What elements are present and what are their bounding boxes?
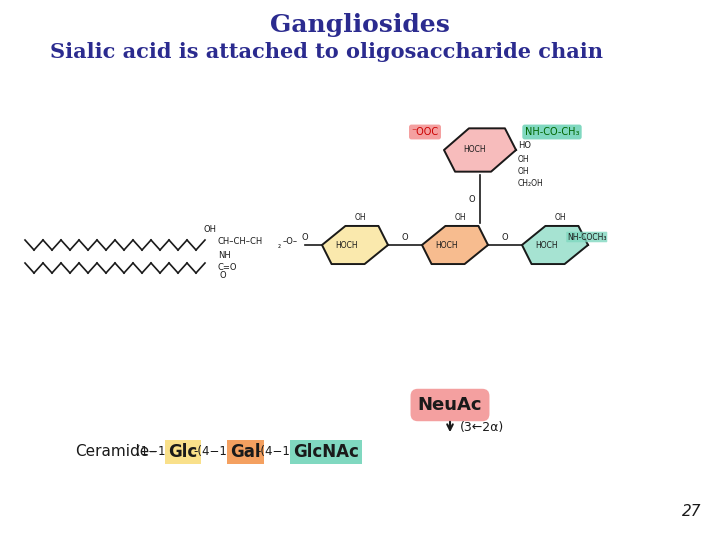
- Text: Gal: Gal: [230, 443, 261, 461]
- Text: Sialic acid is attached to oligosaccharide chain: Sialic acid is attached to oligosacchari…: [50, 42, 603, 62]
- Polygon shape: [522, 226, 588, 264]
- Text: OH: OH: [203, 226, 216, 234]
- Polygon shape: [422, 226, 488, 264]
- Text: O: O: [502, 233, 508, 242]
- Text: HOCH: HOCH: [436, 240, 459, 249]
- Text: O: O: [220, 271, 227, 280]
- Text: HOCH: HOCH: [536, 240, 558, 249]
- Text: OH: OH: [518, 156, 530, 165]
- Polygon shape: [322, 226, 388, 264]
- Text: Gangliosides: Gangliosides: [270, 13, 450, 37]
- Text: OH: OH: [354, 213, 366, 221]
- Text: CH–CH–CH: CH–CH–CH: [218, 238, 264, 246]
- Polygon shape: [444, 129, 516, 172]
- Text: O: O: [302, 233, 308, 242]
- Text: 27: 27: [683, 504, 702, 519]
- Text: –O–: –O–: [283, 238, 298, 246]
- Text: (3←2α): (3←2α): [460, 421, 504, 434]
- Text: HO: HO: [518, 140, 531, 150]
- Text: (1−1β): (1−1β): [136, 446, 178, 458]
- Text: NH-COCH₃: NH-COCH₃: [567, 233, 606, 241]
- Text: O: O: [402, 233, 408, 242]
- Text: NH-CO-CH₃: NH-CO-CH₃: [525, 127, 580, 137]
- Text: C=O: C=O: [218, 264, 238, 273]
- Text: CH₂OH: CH₂OH: [518, 179, 544, 188]
- Text: -(4−1β): -(4−1β): [256, 446, 302, 458]
- Text: OH: OH: [554, 213, 566, 221]
- Text: ⁻OOC: ⁻OOC: [411, 127, 438, 137]
- Text: OH: OH: [454, 213, 466, 221]
- Text: NH: NH: [218, 251, 230, 260]
- Text: Ceramide–: Ceramide–: [75, 444, 157, 460]
- Text: Glc: Glc: [168, 443, 197, 461]
- Text: NeuAc: NeuAc: [418, 396, 482, 414]
- Text: O: O: [469, 194, 475, 204]
- Text: GlcNAc: GlcNAc: [293, 443, 359, 461]
- Text: HOCH: HOCH: [336, 240, 359, 249]
- Text: ₂: ₂: [278, 240, 281, 249]
- Text: -(4−1β): -(4−1β): [194, 446, 240, 458]
- Text: HOCH: HOCH: [464, 145, 486, 154]
- Text: OH: OH: [518, 167, 530, 177]
